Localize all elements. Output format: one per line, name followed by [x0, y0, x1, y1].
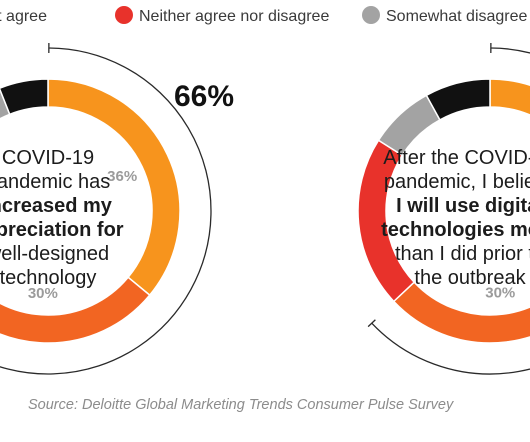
legend-swatch-neither [115, 6, 133, 24]
donut-chart-appreciation: 36% 30% 66% COVID-19pandemic hasincreased m… [0, 42, 234, 375]
legend-label-somewhat-disagree: Somewhat disagree [386, 8, 528, 25]
center-statement-line: COVID-19 [2, 147, 94, 169]
donut-slice-strongly-disagree [425, 78, 491, 121]
donut-chart-digital-use: 33%30%After the COVID-19pandemic, I beli… [357, 42, 530, 375]
center-statement-line: appreciation for [0, 219, 124, 241]
source-note: Source: Deloitte Global Marketing Trends… [28, 397, 454, 413]
center-statement-line: technology [0, 267, 96, 289]
agree-bracket-arc [371, 47, 530, 375]
donut-slice-somewhat-agree [489, 78, 530, 116]
center-statement-line: After the COVID-19 [383, 147, 530, 169]
center-statement-line: technologies more [381, 219, 530, 241]
donut-slice-strongly-disagree [0, 78, 49, 116]
center-statement-line: than I did prior to [395, 243, 530, 265]
bracket-end-tick [367, 319, 376, 328]
legend-label-neither: Neither agree nor disagree [139, 8, 329, 25]
agree-total-percent: 66% [174, 80, 234, 113]
legend: Somewhat agree Neither agree nor disagre… [0, 6, 528, 25]
segment-percent-label: 30% [28, 285, 58, 302]
center-statement-line: increased my [0, 195, 113, 217]
legend-swatch-somewhat-disagree [362, 6, 380, 24]
center-statement-line: the outbreak [414, 267, 526, 289]
legend-label-somewhat-agree: Somewhat agree [0, 8, 47, 25]
center-statement-line: pandemic, I believe [384, 171, 530, 193]
center-statement-line: I will use digital [396, 195, 530, 217]
segment-percent-label: 30% [485, 284, 515, 301]
segment-percent-label: 36% [107, 168, 137, 185]
center-statement-line: pandemic has [0, 171, 110, 193]
agree-bracket-arc [0, 47, 212, 375]
center-statement-line: well-designed [0, 243, 109, 265]
donut-slice-strongly-agree [0, 276, 151, 344]
